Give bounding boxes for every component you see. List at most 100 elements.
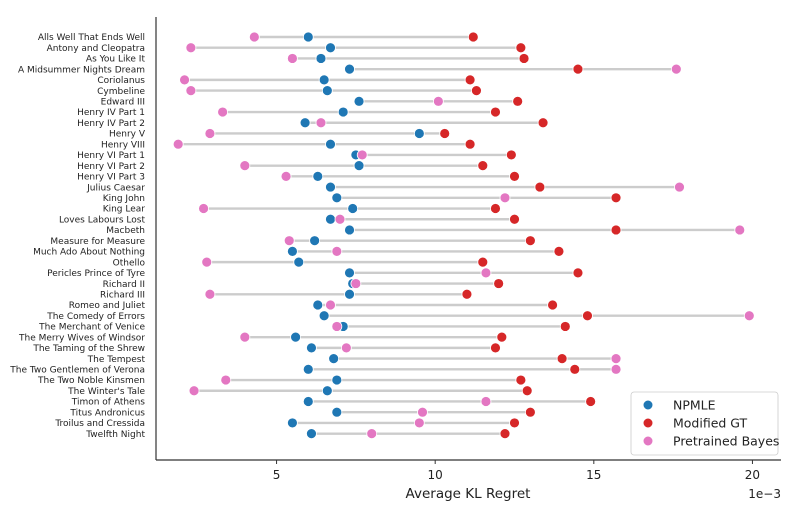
point-npmle-twelfth-night — [306, 428, 317, 440]
point-npmle-measure-for-measure — [309, 235, 321, 247]
y-tick-label-macbeth: Macbeth — [106, 226, 145, 236]
point-modified-gt-the-tempest — [556, 353, 568, 365]
point-pretrained-bayes-alls-well-that-ends-well — [248, 31, 260, 43]
point-npmle-troilus-and-cressida — [287, 417, 298, 429]
point-npmle-as-you-like-it — [315, 53, 327, 64]
point-pretrained-bayes-henry-vi-part-2 — [239, 160, 251, 172]
y-tick-label-as-you-like-it: As You Like It — [86, 55, 146, 65]
point-pretrained-bayes-twelfth-night — [366, 428, 378, 440]
y-tick-label-othello: Othello — [113, 258, 146, 268]
legend: NPMLE Modified GT Pretrained Bayes — [630, 391, 779, 456]
point-npmle-henry-vi-part-2 — [353, 160, 365, 172]
point-npmle-the-two-noble-kinsmen — [331, 374, 343, 386]
point-modified-gt-measure-for-measure — [524, 235, 536, 247]
y-tick-label-romeo-and-juliet: Romeo and Juliet — [69, 301, 146, 311]
y-tick-label-the-two-noble-kinsmen: The Two Noble Kinsmen — [37, 376, 145, 386]
y-tick-label-king-lear: King Lear — [103, 205, 146, 215]
point-pretrained-bayes-the-merry-wives-of-windsor — [239, 331, 251, 343]
point-modified-gt-romeo-and-juliet — [547, 299, 558, 311]
point-modified-gt-the-merry-wives-of-windsor — [496, 331, 508, 343]
point-npmle-macbeth — [344, 224, 355, 236]
x-tick-label-5: 5 — [273, 468, 281, 482]
point-pretrained-bayes-pericles-prince-of-tyre — [480, 267, 492, 279]
y-tick-label-edward-iii: Edward III — [101, 98, 145, 108]
point-modified-gt-henry-vi-part-1 — [505, 149, 517, 161]
point-npmle-richard-iii — [344, 288, 355, 300]
point-npmle-the-merry-wives-of-windsor — [290, 331, 301, 343]
point-pretrained-bayes-othello — [201, 256, 213, 268]
point-modified-gt-the-merchant-of-venice — [559, 321, 571, 332]
point-pretrained-bayes-the-tempest — [610, 353, 622, 365]
point-npmle-edward-iii — [353, 95, 365, 107]
point-npmle-cymbeline — [321, 85, 333, 96]
point-pretrained-bayes-king-lear — [198, 203, 209, 214]
point-pretrained-bayes-julius-caesar — [674, 181, 685, 193]
point-npmle-the-winter-s-tale — [321, 385, 333, 397]
point-pretrained-bayes-measure-for-measure — [283, 235, 295, 247]
point-modified-gt-the-taming-of-the-shrew — [490, 342, 501, 354]
point-modified-gt-much-ado-about-nothing — [553, 245, 565, 257]
point-modified-gt-julius-caesar — [534, 181, 546, 193]
point-pretrained-bayes-richard-iii — [204, 288, 216, 300]
point-modified-gt-antony-and-cleopatra — [515, 42, 527, 54]
y-tick-label-henry-iv-part-1: Henry IV Part 1 — [77, 108, 145, 118]
point-npmle-romeo-and-juliet — [312, 299, 324, 311]
point-pretrained-bayes-timon-of-athens — [480, 396, 492, 407]
point-npmle-coriolanus — [318, 74, 330, 86]
point-modified-gt-othello — [477, 256, 489, 268]
y-tick-label-henry-vi-part-2: Henry VI Part 2 — [77, 162, 145, 172]
point-modified-gt-titus-andronicus — [524, 406, 536, 418]
y-tick-label-henry-vi-part-3: Henry VI Part 3 — [77, 173, 145, 183]
legend-frame — [630, 391, 779, 456]
point-npmle-henry-iv-part-2 — [299, 117, 311, 129]
point-modified-gt-henry-vi-part-3 — [509, 170, 520, 182]
point-npmle-henry-v — [413, 128, 425, 139]
point-npmle-the-tempest — [328, 353, 340, 365]
point-pretrained-bayes-troilus-and-cressida — [413, 417, 425, 429]
y-tick-label-twelfth-night: Twelfth Night — [85, 430, 145, 440]
point-modified-gt-edward-iii — [512, 95, 524, 107]
point-npmle-the-taming-of-the-shrew — [306, 342, 317, 354]
point-modified-gt-macbeth — [610, 224, 622, 236]
point-pretrained-bayes-richard-ii — [350, 278, 362, 289]
point-pretrained-bayes-romeo-and-juliet — [325, 299, 336, 311]
point-npmle-king-lear — [347, 203, 359, 214]
point-pretrained-bayes-macbeth — [734, 224, 746, 236]
point-npmle-the-comedy-of-errors — [318, 310, 330, 322]
y-tick-label-richard-ii: Richard II — [103, 280, 145, 290]
y-tick-label-henry-vi-part-1: Henry VI Part 1 — [77, 151, 145, 161]
point-pretrained-bayes-henry-v — [204, 128, 216, 139]
point-npmle-the-two-gentlemen-of-verona — [302, 363, 314, 375]
point-pretrained-bayes-titus-andronicus — [417, 406, 428, 418]
point-modified-gt-twelfth-night — [499, 428, 511, 440]
point-modified-gt-richard-iii — [461, 288, 473, 300]
y-tick-label-coriolanus: Coriolanus — [97, 76, 145, 86]
point-pretrained-bayes-loves-labours-lost — [334, 213, 346, 225]
point-npmle-titus-andronicus — [331, 406, 343, 418]
legend-label-pretrained-bayes: Pretrained Bayes — [673, 434, 779, 449]
point-pretrained-bayes-cymbeline — [185, 85, 197, 96]
y-tick-label-julius-caesar: Julius Caesar — [86, 183, 145, 193]
connector-lines — [177, 35, 751, 435]
legend-label-npmle: NPMLE — [673, 398, 716, 413]
point-npmle-othello — [293, 256, 305, 268]
point-pretrained-bayes-king-john — [499, 192, 511, 204]
point-modified-gt-king-lear — [490, 203, 501, 214]
point-pretrained-bayes-the-merchant-of-venice — [331, 321, 343, 332]
legend-marker-pretrained-bayes — [642, 435, 654, 447]
data-points — [172, 31, 755, 440]
legend-label-modified-gt: Modified GT — [673, 416, 748, 431]
point-npmle-pericles-prince-of-tyre — [344, 267, 355, 279]
y-tick-label-the-comedy-of-errors: The Comedy of Errors — [46, 312, 145, 322]
point-pretrained-bayes-a-midsummer-nights-dream — [670, 63, 682, 75]
point-npmle-much-ado-about-nothing — [287, 245, 298, 257]
point-modified-gt-the-two-gentlemen-of-verona — [569, 363, 581, 375]
x-tick-labels: 5 10 15 20 — [273, 460, 760, 482]
y-tick-label-cymbeline: Cymbeline — [97, 87, 145, 97]
point-pretrained-bayes-antony-and-cleopatra — [185, 42, 197, 54]
y-tick-label-timon-of-athens: Timon of Athens — [71, 398, 146, 408]
point-modified-gt-henry-vi-part-2 — [477, 160, 489, 172]
y-tick-label-henry-iv-part-2: Henry IV Part 2 — [77, 119, 145, 129]
point-pretrained-bayes-coriolanus — [179, 74, 190, 86]
